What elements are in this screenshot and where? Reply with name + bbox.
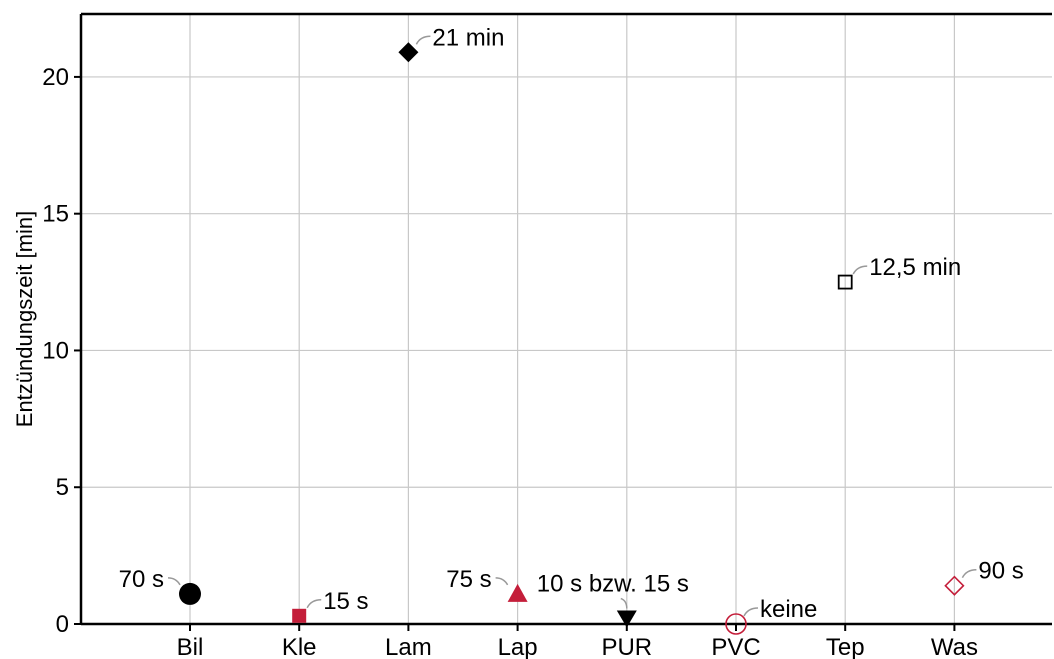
label-leader-line [962,570,976,578]
y-tick-label: 10 [42,337,69,364]
x-tick-label: Was [931,634,978,659]
data-point-marker [398,42,418,62]
label-leader-line [168,578,180,585]
x-tick-label: Tep [826,634,865,659]
label-leader-line [853,266,867,274]
label-leader-line [416,36,430,44]
data-label: 15 s [323,588,368,615]
axes [74,14,1052,631]
data-label: 70 s [119,566,164,593]
data-label: 10 s bzw. 15 s [537,571,689,598]
y-tick-labels: 0 5 10 15 20 [42,64,69,638]
y-tick-label: 0 [56,611,69,638]
data-label: 90 s [978,558,1023,585]
data-labels: 70 s 15 s 21 min 75 s 10 s bzw. 15 s keine 12,… [119,24,1024,623]
x-tick-label: Lam [385,634,432,659]
x-tick-label: Bil [177,634,204,659]
label-leader-line [744,608,758,616]
grid [81,14,1052,624]
data-label: keine [760,596,817,623]
data-label: 12,5 min [869,254,961,281]
x-tick-labels: Bil Kle Lam Lap PUR PVC Tep Was [177,634,978,659]
data-label: 21 min [432,24,504,51]
y-tick-label: 15 [42,201,69,228]
y-axis-title: Entzündungszeit [min] [12,211,37,427]
x-tick-label: PVC [711,634,760,659]
data-point-marker [179,583,201,605]
y-tick-label: 5 [56,474,69,501]
label-leader-line [307,600,321,608]
y-tick-label: 20 [42,64,69,91]
x-tick-label: Kle [282,634,317,659]
data-label: 75 s [446,566,491,593]
label-leader-line [621,599,627,609]
label-leader-line [496,578,508,585]
x-tick-label: PUR [601,634,652,659]
data-point-marker [508,584,528,602]
x-tick-label: Lap [498,634,538,659]
data-point-marker [292,609,306,623]
